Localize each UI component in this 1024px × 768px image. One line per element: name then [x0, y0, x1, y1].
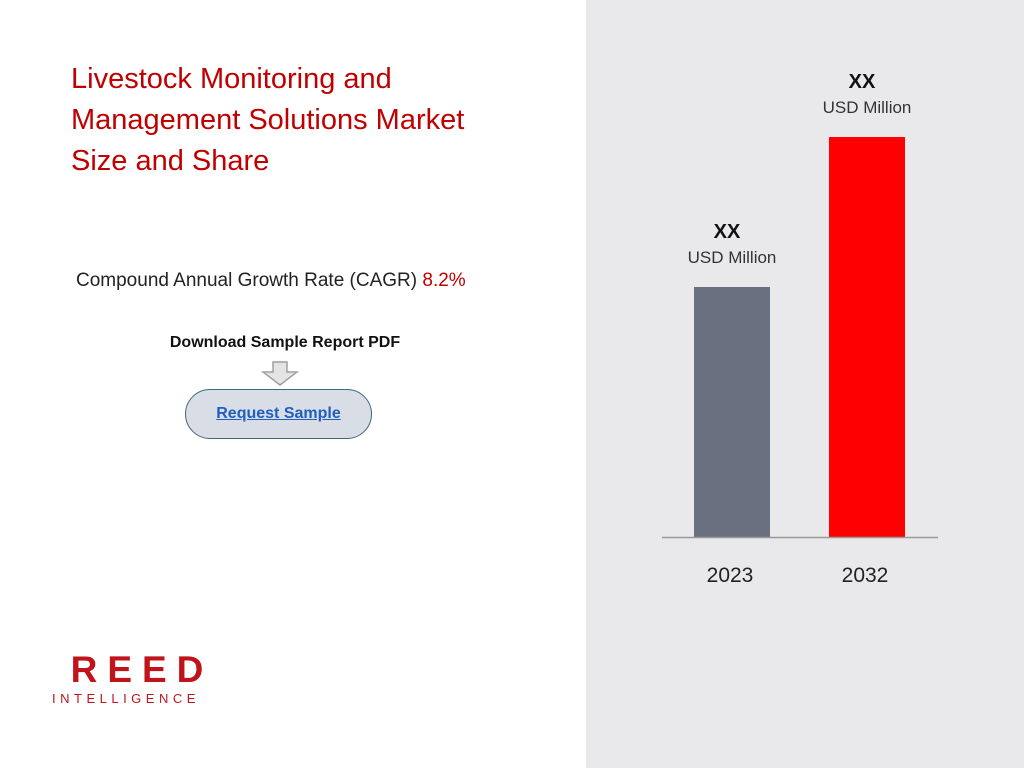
reed-intelligence-logo: REED INTELLIGENCE [52, 650, 222, 707]
down-arrow-icon [261, 361, 299, 386]
cagr-text: Compound Annual Growth Rate (CAGR) 8.2% [76, 270, 466, 292]
bar-unit-label-2032: USD Million [823, 98, 912, 117]
x-tick-label-2023: 2023 [707, 564, 754, 587]
request-sample-link[interactable]: Request Sample [216, 405, 341, 422]
right-panel [586, 0, 1024, 768]
title-line-1: Livestock Monitoring and [71, 63, 392, 95]
bar-value-label-2032: XX [849, 71, 876, 93]
download-label: Download Sample Report PDF [169, 334, 401, 351]
x-tick-label-2032: 2032 [842, 564, 889, 587]
logo-sub-text: INTELLIGENCE [52, 691, 200, 706]
title-line-2: Management Solutions Market [71, 104, 465, 136]
cagr-label: Compound Annual Growth Rate (CAGR) [76, 270, 418, 291]
title-line-3: Size and Share [71, 145, 270, 177]
bar-value-label-2023: XX [714, 221, 741, 243]
request-sample-button[interactable]: Request Sample [185, 389, 372, 439]
bar-2032 [829, 137, 905, 537]
bar-unit-label-2023: USD Million [688, 248, 777, 267]
bar-2023 [694, 287, 770, 537]
page-title: Livestock Monitoring and Management Solu… [71, 59, 551, 182]
logo-main-text: REED [70, 649, 214, 690]
cagr-value: 8.2% [422, 270, 466, 291]
